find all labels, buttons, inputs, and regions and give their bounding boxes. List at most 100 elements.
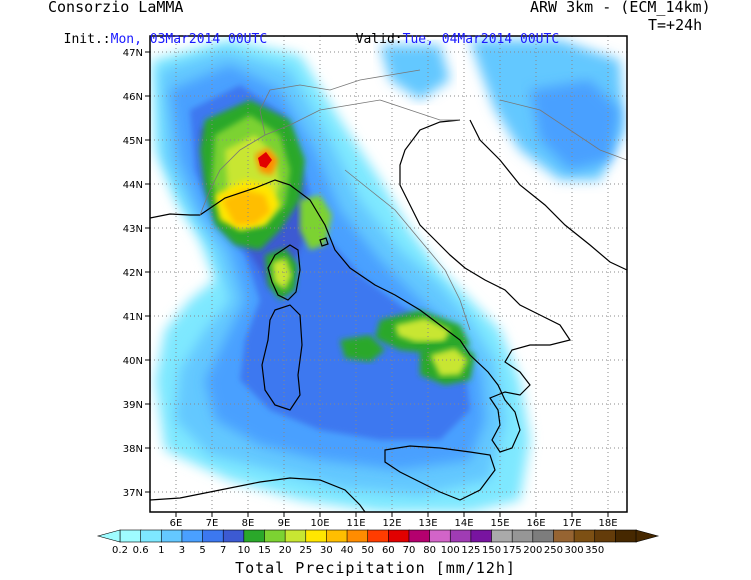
colorbar-level-label: 30 [320,545,333,556]
borders [199,69,627,331]
colorbar-level-label: 7 [220,545,226,556]
lat-tick-label: 39N [123,400,143,411]
lat-tick-label: 47N [123,48,143,59]
colorbar-swatch [408,529,431,543]
colorbar-swatch [429,529,452,543]
corsica-coast [267,244,301,301]
colorbar-low-arrow [96,529,121,543]
colorbar-level-label: 50 [361,545,374,556]
lon-tick-label: 11E [346,518,365,529]
map-plot-area [150,36,627,512]
colorbar-level-label: 60 [382,545,395,556]
colorbar-swatch [160,529,183,543]
italy-coast [199,119,571,453]
lon-tick-label: 6E [170,518,183,529]
colorbar-swatch [243,529,266,543]
colorbar-swatch [140,529,163,543]
colorbar-swatch [367,529,390,543]
init-label: Init.: [63,32,111,47]
colorbar-swatch [511,529,534,543]
colorbar-level-label: 250 [544,545,563,556]
colorbar-swatch [532,529,555,543]
lat-tick-label: 43N [123,224,143,235]
sicily-coast [384,445,496,501]
lon-tick-label: 18E [598,518,617,529]
colorbar-swatch [388,529,410,543]
valid-line: Valid:Tue, 04Mar2014 00UTC [340,19,560,47]
elba-coast [319,237,329,247]
lat-tick-label: 41N [123,312,143,323]
lat-tick-label: 38N [123,444,143,455]
graticule [150,36,627,512]
colorbar-swatch [615,529,637,543]
lat-tick-label: 46N [123,92,143,103]
lon-tick-labels: 6E 7E 8E 9E 10E 11E 12E 13E 14E 15E 16E … [170,518,618,529]
lon-tick-label: 17E [562,518,581,529]
colorbar-level-label: 200 [523,545,542,556]
lat-axis [145,51,150,493]
africa-coast [150,477,366,512]
colorbar-level-label: 100 [441,545,460,556]
coastlines [150,119,627,512]
colorbar-level-label: 25 [299,545,312,556]
colorbar-swatch [449,529,472,543]
french-coast [150,213,200,219]
lon-tick-label: 7E [206,518,219,529]
init-value: Mon, 03Mar2014 00UTC [110,32,268,47]
valid-value: Tue, 04Mar2014 00UTC [402,32,560,47]
lon-tick-label: 12E [382,518,401,529]
lat-tick-labels: 37N 38N 39N 40N 41N 42N 43N 44N 45N 46N … [123,48,143,499]
valid-label: Valid: [355,32,403,47]
colorbar-swatch [264,529,286,543]
colorbar-level-label: 0.6 [133,545,149,556]
colorbar-level-label: 150 [482,545,501,556]
colorbar-level-label: 20 [279,545,292,556]
lat-tick-label: 37N [123,488,143,499]
colorbar-level-label: 5 [199,545,205,556]
lon-tick-label: 10E [310,518,329,529]
colorbar-swatch [119,529,142,543]
org-title: Consorzio LaMMA [48,0,184,16]
colorbar-swatch [284,529,307,543]
lon-tick-label: 13E [418,518,437,529]
colorbar-swatch [470,529,493,543]
precipitation-field [152,40,625,512]
map-frame [149,35,628,513]
lon-tick-label: 16E [526,518,545,529]
colorbar-level-label: 3 [179,545,185,556]
colorbar-level-label: 15 [258,545,271,556]
colorbar-title: Total Precipitation [mm/12h] [235,559,516,577]
colorbar-high-arrow [635,529,660,543]
colorbar-level-label: 175 [503,545,522,556]
colorbar-level-label: 0.2 [112,545,128,556]
model-title: ARW 3km - (ECM_14km) [530,0,711,16]
dalmatian-coast [469,119,627,271]
colorbar-level-label: 40 [341,545,354,556]
colorbar-swatch [553,529,575,543]
colorbar: 0.2 0.6 1 3 5 7 10 15 20 25 30 40 50 60 70 80 100 125 150 1… [96,529,660,556]
colorbar-swatch [202,529,224,543]
colorbar-level-label: 80 [423,545,436,556]
lon-tick-label: 15E [490,518,509,529]
colorbar-level-label: 125 [461,545,480,556]
lon-axis [175,512,609,517]
lon-tick-label: 8E [242,518,255,529]
lat-tick-label: 40N [123,356,143,367]
colorbar-swatch [222,529,245,543]
colorbar-swatch [305,529,328,543]
lat-tick-label: 44N [123,180,143,191]
colorbar-level-label: 1 [158,545,164,556]
colorbar-level-label: 350 [585,545,604,556]
colorbar-swatch [346,529,369,543]
lat-tick-label: 42N [123,268,143,279]
colorbar-swatch [181,529,204,543]
colorbar-level-label: 70 [403,545,416,556]
lon-tick-label: 9E [278,518,291,529]
init-line: Init.:Mon, 03Mar2014 00UTC [48,19,268,47]
colorbar-swatch [594,529,617,543]
sardinia-coast [261,304,303,411]
lat-tick-label: 45N [123,136,143,147]
colorbar-swatch [326,529,348,543]
lead-time: T=+24h [648,16,703,34]
